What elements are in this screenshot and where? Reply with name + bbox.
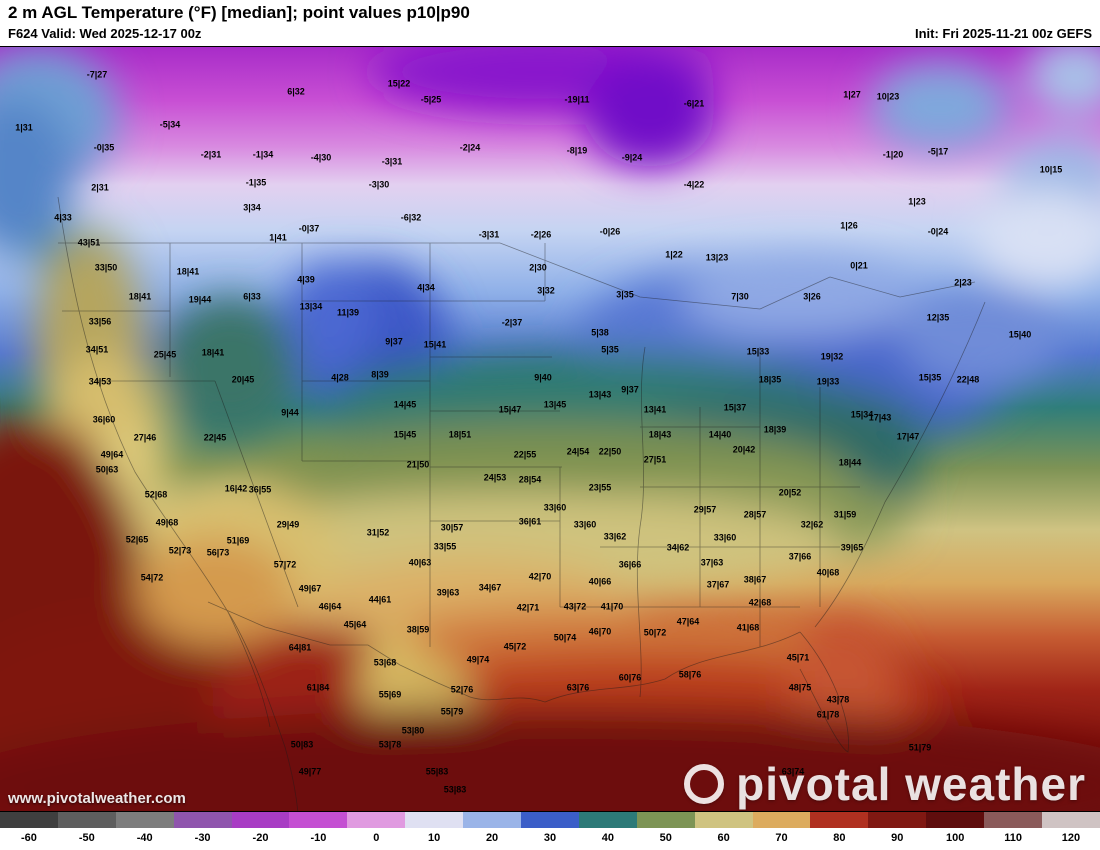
colorbar-segment [984, 812, 1043, 828]
map-canvas[interactable]: www.pivotalweather.com pivotal weather [0, 46, 1100, 812]
colorbar-segment [289, 812, 348, 828]
colorbar-strip [0, 812, 1100, 828]
colorbar-tick: 30 [543, 832, 557, 844]
colorbar-segment [521, 812, 579, 828]
colorbar-segment [463, 812, 522, 828]
colorbar-tick: 20 [485, 832, 499, 844]
colorbar-tick: 110 [1004, 832, 1022, 844]
colorbar-segment [810, 812, 869, 828]
colorbar-segment [752, 812, 811, 828]
pivotal-logo-icon [684, 764, 725, 804]
map-subheader: F624 Valid: Wed 2025-12-17 00z Init: Fri… [8, 26, 1092, 41]
political-borders [57, 196, 986, 811]
watermark-brand: pivotal weather [684, 757, 1086, 811]
temperature-field-svg [0, 47, 1100, 811]
colorbar-segment [694, 812, 753, 828]
colorbar-tick: 80 [833, 832, 846, 844]
colorbar-tick: 70 [775, 832, 788, 844]
colorbar-tick: -60 [20, 832, 37, 844]
colorbar-ticks: -60 -50 -40 -30 -20 -10 0 10 20 30 40 50 60 70 80 90 100… [0, 828, 1100, 848]
colorbar-tick: 90 [891, 832, 904, 844]
colorbar-segment [636, 812, 695, 828]
watermark-url: www.pivotalweather.com [8, 790, 186, 807]
colorbar-tick: -40 [136, 832, 153, 844]
colorbar-segment [347, 812, 406, 828]
colorbar-tick: 60 [717, 832, 730, 844]
colorbar-segment [926, 812, 985, 828]
colorbar-segment [405, 812, 464, 828]
colorbar-segment [173, 812, 232, 828]
temperature-blobs [0, 47, 1100, 811]
colorbar-tick: -20 [252, 832, 269, 844]
colorbar-tick: 10 [428, 832, 441, 844]
init-time-label: Init: Fri 2025-11-21 00z GEFS [914, 26, 1092, 41]
colorbar-tick: -10 [310, 832, 327, 844]
colorbar-tick: 100 [946, 832, 965, 844]
colorbar-segment [1042, 812, 1100, 828]
colorbar-segment [0, 812, 58, 828]
colorbar: -60 -50 -40 -30 -20 -10 0 10 20 30 40 50 60 70 80 90 100… [0, 812, 1100, 850]
map-title: 2 m AGL Temperature (°F) [median]; point… [8, 3, 470, 22]
colorbar-segment [115, 812, 174, 828]
colorbar-tick: 40 [601, 832, 614, 844]
colorbar-tick: -50 [78, 832, 95, 844]
colorbar-segment [578, 812, 637, 828]
map-header: 2 m AGL Temperature (°F) [median]; point… [0, 0, 1100, 46]
colorbar-tick: 50 [659, 832, 672, 844]
valid-time-label: F624 Valid: Wed 2025-12-17 00z [8, 26, 202, 41]
colorbar-tick: 0 [373, 832, 380, 844]
colorbar-segment [57, 812, 116, 828]
watermark-brand-text: pivotal weather [736, 758, 1086, 810]
colorbar-segment [868, 812, 927, 828]
colorbar-tick: 120 [1061, 832, 1081, 844]
colorbar-tick: -30 [194, 832, 211, 844]
colorbar-segment [231, 812, 290, 828]
